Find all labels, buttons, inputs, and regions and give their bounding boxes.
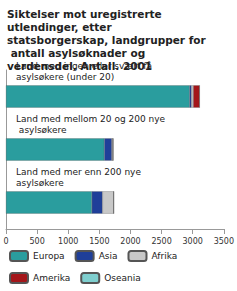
svg-text:asylsøkere: asylsøkere bbox=[16, 178, 64, 188]
svg-text:1000: 1000 bbox=[58, 237, 78, 246]
svg-text:500: 500 bbox=[29, 237, 44, 246]
svg-text:3500: 3500 bbox=[214, 237, 234, 246]
svg-text:Asia: Asia bbox=[99, 251, 118, 261]
svg-text:statsborgerskap, landgrupper f: statsborgerskap, landgrupper for bbox=[7, 34, 206, 46]
svg-text:1500: 1500 bbox=[89, 237, 109, 246]
svg-text:0: 0 bbox=[3, 237, 8, 246]
svg-text:Europa: Europa bbox=[33, 251, 65, 261]
svg-text:asylsøkere: asylsøkere bbox=[16, 125, 67, 135]
svg-text:Land med mer enn 200 nye: Land med mer enn 200 nye bbox=[16, 167, 144, 177]
svg-text:Amerika: Amerika bbox=[33, 273, 70, 283]
svg-text:verdensdel. Antall. 2001: verdensdel. Antall. 2001 bbox=[7, 60, 152, 72]
svg-text:2500: 2500 bbox=[151, 237, 171, 246]
svg-text:Afrika: Afrika bbox=[151, 251, 177, 261]
svg-text:2000: 2000 bbox=[120, 237, 140, 246]
svg-text:utlendinger, etter: utlendinger, etter bbox=[7, 21, 115, 33]
svg-text:Oseania: Oseania bbox=[104, 273, 141, 283]
svg-text:Land med mellom 20 og 200 nye: Land med mellom 20 og 200 nye bbox=[16, 114, 166, 124]
svg-text:3000: 3000 bbox=[183, 237, 203, 246]
svg-text:Siktelser mot uregistrerte: Siktelser mot uregistrerte bbox=[7, 8, 165, 20]
svg-text:antall asylsøknader og: antall asylsøknader og bbox=[7, 47, 149, 59]
svg-text:asylsøkere (under 20): asylsøkere (under 20) bbox=[16, 72, 114, 82]
